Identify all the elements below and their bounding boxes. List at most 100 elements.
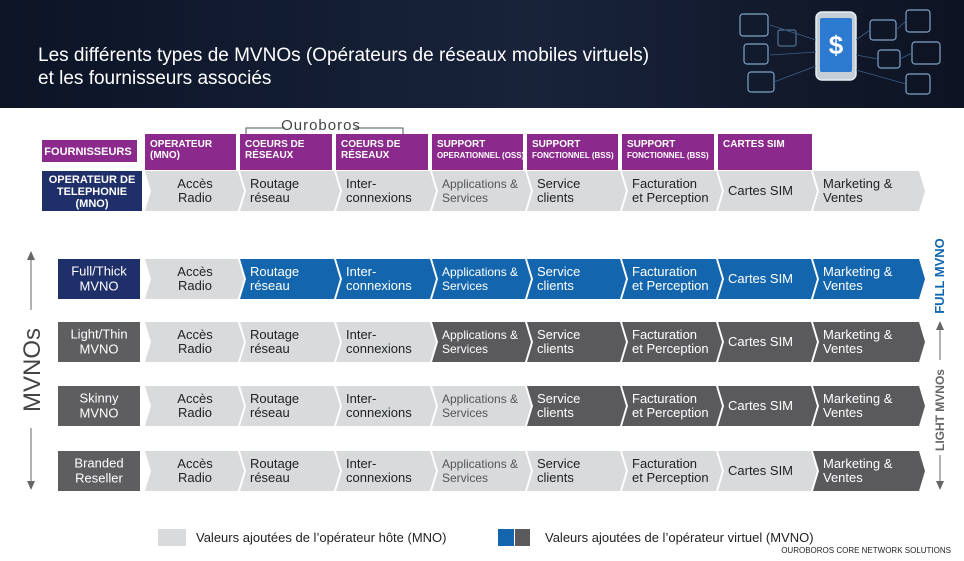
legend: Valeurs ajoutées de l’opérateur hôte (MN… bbox=[158, 529, 814, 546]
segment-label-line: Facturation bbox=[632, 391, 697, 406]
segment-label-line: connexions bbox=[346, 278, 412, 293]
segment-label-line: Service bbox=[537, 176, 580, 191]
segment-chevron bbox=[336, 322, 436, 362]
segment-label-line: connexions bbox=[346, 405, 412, 420]
segment-chevron bbox=[718, 171, 817, 211]
header-column-label: SUPPORT bbox=[627, 139, 675, 150]
mvno-row-label-line: Branded bbox=[74, 456, 123, 471]
header-column-label: OPERATIONNEL (OSS) bbox=[437, 151, 525, 160]
mno-row-label-line: TELEPHONIE bbox=[57, 186, 127, 198]
segment-label-line: Marketing & bbox=[823, 327, 893, 342]
segment-chevron bbox=[240, 386, 340, 426]
mvno-row-label-box bbox=[58, 322, 140, 362]
axis-arrow-up bbox=[27, 251, 35, 260]
mvno-row-label-line: Light/Thin bbox=[70, 327, 127, 342]
mvno-row-label-box bbox=[58, 259, 140, 299]
segment-chevron bbox=[145, 386, 244, 426]
segment-chevron bbox=[813, 322, 925, 362]
header-column-label: SUPPORT bbox=[437, 139, 485, 150]
segment-chevron bbox=[336, 386, 436, 426]
segment-label-line: Facturation bbox=[632, 456, 697, 471]
segment-chevron bbox=[527, 451, 626, 491]
mvno-row-label-line: MVNO bbox=[80, 279, 119, 294]
segment-label-line: et Perception bbox=[632, 190, 709, 205]
mvno-row-label-line: Reseller bbox=[75, 471, 123, 486]
header-tab bbox=[622, 134, 714, 170]
legend-host-label: Valeurs ajoutées de l’opérateur hôte (MN… bbox=[196, 530, 447, 545]
segment-label-line: Routage bbox=[250, 391, 299, 406]
segment-chevron bbox=[813, 451, 925, 491]
segment-label-line: Ventes bbox=[823, 278, 863, 293]
header-column-label: RÉSEAUX bbox=[245, 148, 294, 161]
title-line-2: et les fournisseurs associés bbox=[38, 68, 272, 89]
segment-label-line: Radio bbox=[178, 470, 212, 485]
legend-swatch-virtual-blue bbox=[498, 529, 514, 546]
segment-label-line: Routage bbox=[250, 327, 299, 342]
segment-chevron bbox=[622, 451, 722, 491]
segment-label-line: Ventes bbox=[823, 190, 863, 205]
segment-label-line: Accès bbox=[177, 176, 213, 191]
light-axis-arrow-up bbox=[936, 321, 944, 330]
segment-chevron bbox=[240, 322, 340, 362]
header-fournisseurs: FOURNISSEURS bbox=[44, 146, 131, 158]
segment-label-line: Service bbox=[537, 391, 580, 406]
segment-label-line: Services bbox=[442, 279, 488, 293]
segment-chevron bbox=[813, 171, 925, 211]
header-column-label: CARTES SIM bbox=[723, 139, 785, 150]
svg-text:$: $ bbox=[829, 30, 844, 60]
segment-label-line: Radio bbox=[178, 190, 212, 205]
segment-label-line: Radio bbox=[178, 405, 212, 420]
segment-label-line: clients bbox=[537, 190, 574, 205]
header-column-label: COEURS DE bbox=[341, 139, 401, 150]
segment-chevron bbox=[432, 259, 531, 299]
segment-label-line: Marketing & bbox=[823, 264, 893, 279]
full-mvno-label: FULL MVNO bbox=[932, 238, 947, 314]
segment-chevron bbox=[336, 171, 436, 211]
legend-virtual-label: Valeurs ajoutées de l’opérateur virtuel … bbox=[545, 530, 814, 545]
title-line-1: Les différents types de MVNOs (Opérateur… bbox=[38, 45, 650, 66]
mvno-row-label-box bbox=[58, 451, 140, 491]
segment-label-line: Inter- bbox=[346, 391, 376, 406]
segment-label-line: Radio bbox=[178, 278, 212, 293]
segment-label-line: Services bbox=[442, 471, 488, 485]
segment-label-line: Applications & bbox=[442, 265, 518, 279]
header-tab bbox=[336, 134, 428, 170]
segment-label-line: Inter- bbox=[346, 176, 376, 191]
segment-chevron bbox=[336, 451, 436, 491]
segment-label-line: réseau bbox=[250, 190, 290, 205]
segment-chevron bbox=[145, 171, 244, 211]
segment-chevron bbox=[813, 386, 925, 426]
header-tab bbox=[527, 134, 618, 170]
segment-chevron bbox=[527, 171, 626, 211]
segment-label-line: réseau bbox=[250, 278, 290, 293]
segment-label-line: et Perception bbox=[632, 470, 709, 485]
credit-label: OUROBOROS CORE NETWORK SOLUTIONS bbox=[781, 546, 951, 555]
segment-label-line: Routage bbox=[250, 176, 299, 191]
axis-arrow-down bbox=[27, 481, 35, 490]
segment-chevron bbox=[240, 171, 340, 211]
segment-chevron bbox=[622, 322, 722, 362]
segment-label-line: connexions bbox=[346, 341, 412, 356]
segment-chevron bbox=[813, 259, 925, 299]
segment-chevron bbox=[718, 259, 817, 299]
header-tab bbox=[718, 134, 812, 170]
segment-label-line: et Perception bbox=[632, 341, 709, 356]
segment-label-line: clients bbox=[537, 405, 574, 420]
segment-label-line: réseau bbox=[250, 405, 290, 420]
segment-label-line: clients bbox=[537, 470, 574, 485]
segment-label-line: Cartes SIM bbox=[728, 183, 793, 198]
segment-label-line: Service bbox=[537, 456, 580, 471]
segment-label-line: Inter- bbox=[346, 456, 376, 471]
segment-label-line: Marketing & bbox=[823, 176, 893, 191]
segment-chevron bbox=[527, 259, 626, 299]
segment-chevron bbox=[527, 386, 626, 426]
mno-row-label-line: (MNO) bbox=[76, 198, 109, 210]
segment-chevron bbox=[145, 259, 244, 299]
header-tab bbox=[42, 140, 137, 162]
